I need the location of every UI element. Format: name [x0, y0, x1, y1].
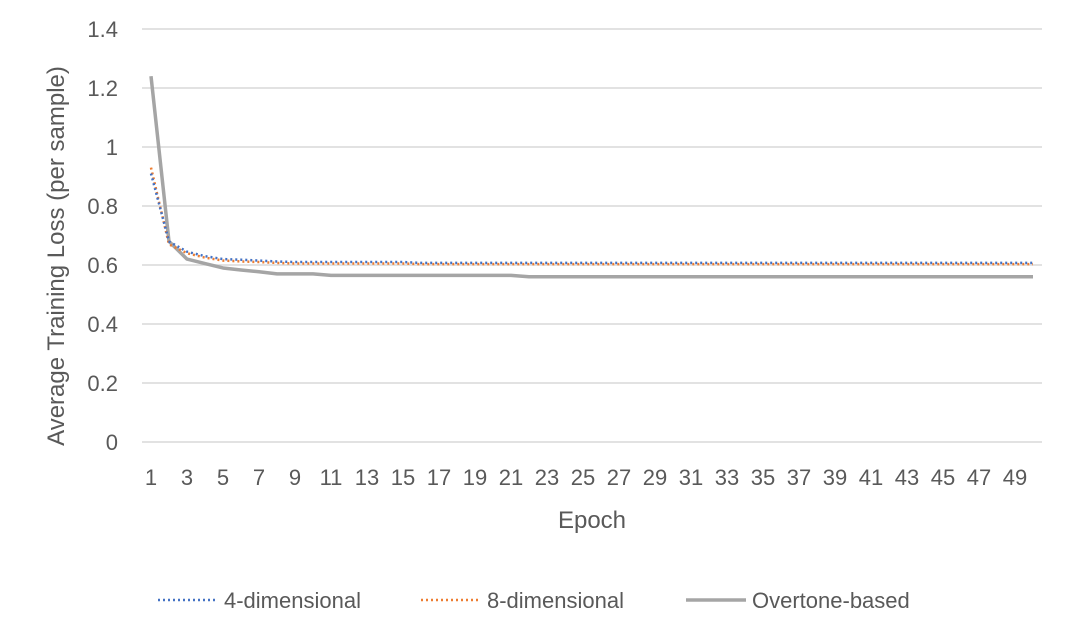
x-tick-label: 39	[823, 465, 847, 490]
legend-label: 4-dimensional	[224, 588, 361, 613]
y-tick-label: 0.4	[87, 312, 118, 337]
x-tick-label: 21	[499, 465, 523, 490]
gridlines	[142, 28, 1042, 443]
series-line-4-dimensional	[149, 173, 1033, 265]
y-axis-ticks: 0 0.2 0.4 0.6 0.8 1 1.2 1.4	[87, 17, 118, 455]
y-tick-label: 0	[106, 430, 118, 455]
x-tick-label: 19	[463, 465, 487, 490]
x-tick-label: 49	[1003, 465, 1027, 490]
y-tick-label: 1.2	[87, 76, 118, 101]
x-tick-label: 5	[217, 465, 229, 490]
x-tick-label: 11	[320, 465, 343, 490]
x-tick-label: 25	[571, 465, 595, 490]
series-line-overtone-based	[149, 76, 1033, 279]
x-tick-label: 31	[679, 465, 703, 490]
y-tick-label: 0.6	[87, 253, 118, 278]
x-tick-label: 41	[859, 465, 883, 490]
x-tick-label: 35	[751, 465, 775, 490]
x-tick-label: 7	[253, 465, 265, 490]
x-tick-label: 33	[715, 465, 739, 490]
x-tick-label: 29	[643, 465, 667, 490]
y-axis-label: Average Training Loss (per sample)	[43, 66, 70, 446]
legend: 4-dimensional 8-dimensional Overtone-based	[158, 588, 910, 613]
x-tick-label: 13	[355, 465, 379, 490]
x-tick-label: 15	[391, 465, 415, 490]
legend-label: 8-dimensional	[487, 588, 624, 613]
series-line-8-dimensional	[149, 167, 1033, 266]
x-axis-ticks: 1 3 5 7 9 11 13 15 17 19 21 23 25 27 29 31 33 35 37 39 41 43 4…	[145, 465, 1027, 490]
x-tick-label: 17	[427, 465, 451, 490]
legend-label: Overtone-based	[752, 588, 910, 613]
y-tick-label: 0.8	[87, 194, 118, 219]
x-tick-label: 43	[895, 465, 919, 490]
x-tick-label: 27	[607, 465, 631, 490]
x-tick-label: 3	[181, 465, 193, 490]
x-tick-label: 1	[145, 465, 157, 490]
y-tick-label: 1.4	[87, 17, 118, 42]
series-lines	[149, 76, 1033, 279]
x-tick-label: 37	[787, 465, 811, 490]
y-tick-label: 0.2	[87, 371, 118, 396]
x-tick-label: 47	[967, 465, 991, 490]
x-tick-label: 23	[535, 465, 559, 490]
x-tick-label: 45	[931, 465, 955, 490]
y-tick-label: 1	[106, 135, 118, 160]
x-tick-label: 9	[289, 465, 301, 490]
x-axis-label: Epoch	[558, 507, 626, 534]
